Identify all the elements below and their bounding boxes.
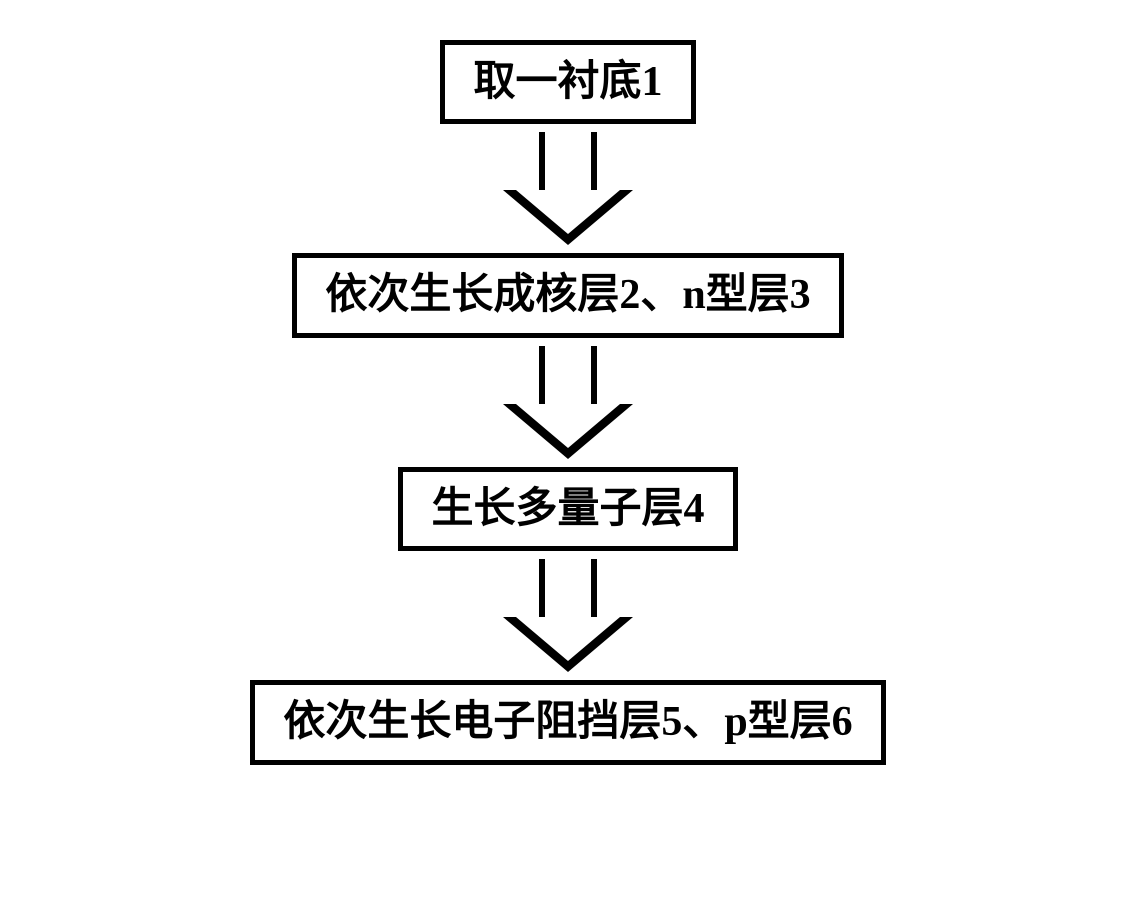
flow-arrow-3 — [503, 559, 633, 672]
flow-node-1-label: 取一衬底1 — [473, 59, 662, 105]
arrow-head — [503, 190, 633, 245]
flow-arrow-2 — [503, 346, 633, 459]
flow-node-2: 依次生长成核层2、n型层3 — [292, 253, 843, 337]
arrow-head — [503, 404, 633, 459]
flow-node-3: 生长多量子层4 — [398, 467, 737, 551]
arrow-head — [503, 617, 633, 672]
arrow-stem — [539, 346, 597, 404]
flow-node-2-label: 依次生长成核层2、n型层3 — [325, 272, 810, 318]
flow-node-3-label: 生长多量子层4 — [431, 486, 704, 532]
flow-arrow-1 — [503, 132, 633, 245]
flow-node-4: 依次生长电子阻挡层5、p型层6 — [250, 680, 885, 764]
arrow-stem — [539, 132, 597, 190]
arrow-stem — [539, 559, 597, 617]
flow-node-1: 取一衬底1 — [440, 40, 695, 124]
flow-node-4-label: 依次生长电子阻挡层5、p型层6 — [283, 699, 852, 745]
flowchart-container: 取一衬底1 依次生长成核层2、n型层3 生长多量子层4 依次生长电子阻挡层5、p… — [250, 40, 885, 765]
